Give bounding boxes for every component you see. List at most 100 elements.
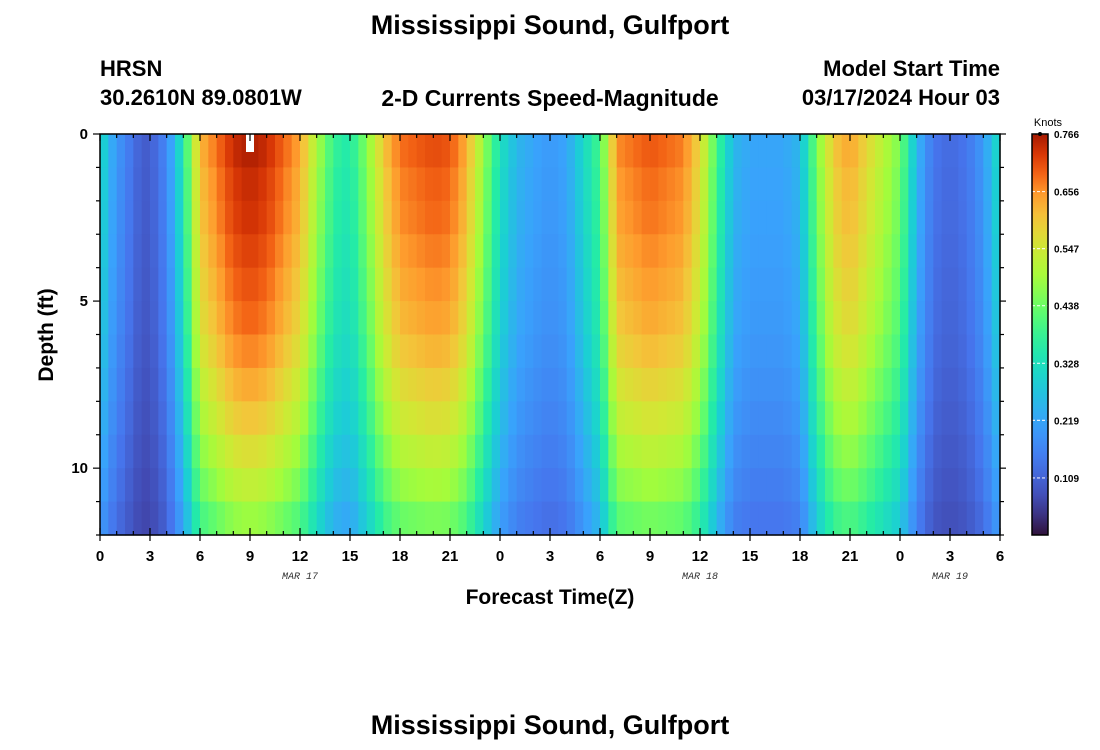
heatmap-cell — [825, 134, 834, 169]
heatmap-cell — [491, 434, 501, 469]
heatmap-cell — [758, 334, 768, 369]
heatmap-cell — [675, 200, 684, 235]
heatmap-cell — [608, 468, 618, 503]
heatmap-cell — [700, 501, 709, 536]
heatmap-cell — [733, 167, 743, 202]
heatmap-cell — [866, 434, 876, 469]
heatmap-cell — [658, 134, 668, 169]
heatmap-cell — [691, 267, 701, 302]
heatmap-cell — [508, 468, 518, 503]
heatmap-cell — [283, 468, 293, 503]
heatmap-cell — [816, 200, 826, 235]
heatmap-cell — [766, 367, 776, 402]
heatmap-cell — [308, 134, 318, 169]
heatmap-cell — [558, 401, 568, 436]
heatmap-cell — [375, 267, 384, 302]
heatmap-cell — [866, 200, 876, 235]
heatmap-cell — [516, 401, 526, 436]
heatmap-cell — [475, 267, 484, 302]
heatmap-cell — [391, 501, 401, 536]
heatmap-cell — [825, 434, 834, 469]
heatmap-cell — [975, 367, 984, 402]
heatmap-cell — [650, 434, 659, 469]
heatmap-cell — [541, 468, 551, 503]
heatmap-cell — [191, 501, 201, 536]
heatmap-cell — [166, 367, 176, 402]
heatmap-cell — [966, 134, 976, 169]
heatmap-cell — [608, 134, 618, 169]
heatmap-cell — [816, 267, 826, 302]
heatmap-cell — [508, 434, 518, 469]
heatmap-cell — [725, 134, 734, 169]
heatmap-cell — [508, 267, 518, 302]
heatmap-cell — [875, 434, 884, 469]
heatmap-cell — [883, 434, 893, 469]
heatmap-cell — [433, 367, 443, 402]
heatmap-cell — [758, 401, 768, 436]
heatmap-cell — [825, 401, 834, 436]
heatmap-cell — [800, 501, 809, 536]
heatmap-cell — [508, 301, 518, 336]
heatmap-cell — [141, 301, 151, 336]
heatmap-cell — [225, 401, 234, 436]
heatmap-cell — [616, 367, 626, 402]
heatmap-cell — [750, 200, 759, 235]
heatmap-cell — [341, 434, 351, 469]
heatmap-cell — [708, 501, 718, 536]
heatmap-cell — [383, 468, 393, 503]
heatmap-cell — [650, 167, 659, 202]
heatmap-cell — [191, 267, 201, 302]
heatmap-cell — [716, 301, 726, 336]
heatmap-cell — [883, 468, 893, 503]
heatmap-cell — [316, 234, 326, 269]
heatmap-cell — [583, 468, 593, 503]
heatmap-cell — [841, 434, 851, 469]
heatmap-cell — [433, 434, 443, 469]
heatmap-cell — [350, 468, 359, 503]
heatmap-cell — [700, 200, 709, 235]
heatmap-cell — [500, 468, 509, 503]
heatmap-cell — [433, 501, 443, 536]
heatmap-cell — [500, 267, 509, 302]
heatmap-cell — [466, 301, 476, 336]
heatmap-cell — [666, 334, 676, 369]
x-tick-label: 0 — [896, 548, 904, 565]
heatmap-cell — [733, 134, 743, 169]
heatmap-cell — [933, 501, 943, 536]
heatmap-cell — [800, 334, 809, 369]
heatmap-cell — [500, 334, 509, 369]
x-tick-label: 18 — [792, 548, 809, 565]
heatmap-cell — [625, 468, 634, 503]
heatmap-cell — [491, 200, 501, 235]
heatmap-cell — [758, 167, 768, 202]
heatmap-cell — [516, 167, 526, 202]
heatmap-cell — [816, 401, 826, 436]
heatmap-cell — [458, 501, 468, 536]
heatmap-cell — [908, 134, 918, 169]
heatmap-cell — [483, 234, 493, 269]
heatmap-cell — [650, 501, 659, 536]
heatmap-cell — [200, 468, 209, 503]
heatmap-cell — [908, 234, 918, 269]
heatmap-cell — [566, 468, 576, 503]
heatmap-cell — [716, 434, 726, 469]
heatmap-cell — [616, 334, 626, 369]
heatmap-cell — [325, 167, 334, 202]
heatmap-cell — [666, 434, 676, 469]
heatmap-cell — [966, 367, 976, 402]
heatmap-cell — [900, 401, 909, 436]
heatmap-cell — [466, 367, 476, 402]
heatmap-cell — [508, 334, 518, 369]
heatmap-cell — [283, 134, 293, 169]
heatmap-cell — [866, 367, 876, 402]
heatmap-cell — [600, 334, 609, 369]
heatmap-cell — [941, 134, 951, 169]
heatmap-cell — [141, 200, 151, 235]
heatmap-cell — [541, 200, 551, 235]
heatmap-cell — [150, 301, 159, 336]
heatmap-cell — [458, 234, 468, 269]
heatmap-cell — [858, 267, 868, 302]
heatmap-cell — [275, 267, 284, 302]
heatmap-cell — [575, 267, 584, 302]
heatmap-cell — [116, 501, 126, 536]
